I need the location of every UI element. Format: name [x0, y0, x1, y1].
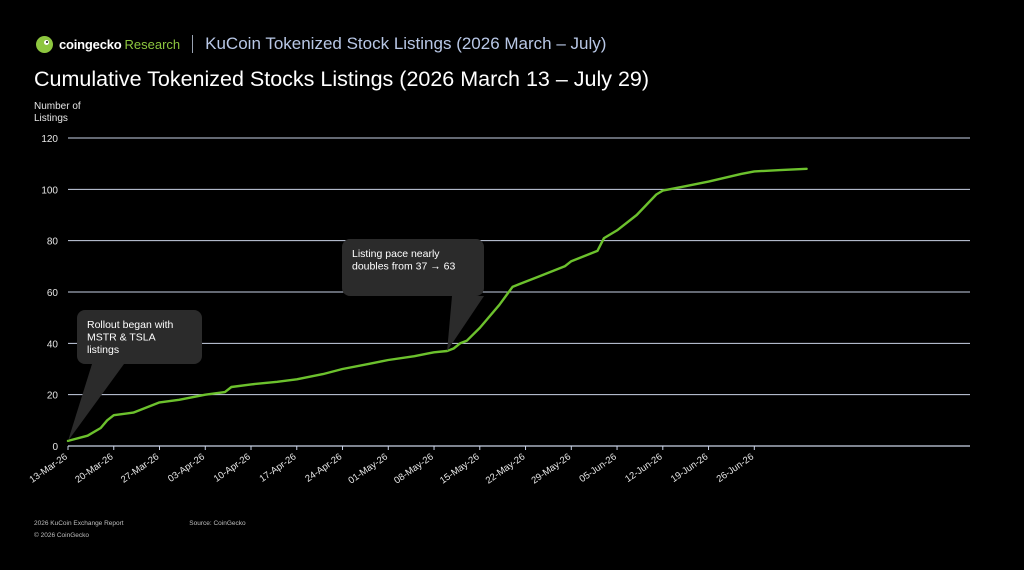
x-tick-label: 17-Apr-26 — [258, 451, 299, 484]
brand-suffix: Research — [124, 36, 181, 52]
x-tick-label: 20-Mar-26 — [73, 451, 115, 485]
header-divider — [192, 35, 194, 53]
data-point — [224, 391, 226, 393]
callout-box — [77, 310, 202, 364]
data-point — [806, 168, 808, 170]
data-point — [466, 340, 468, 342]
x-tick-label: 24-Apr-26 — [303, 451, 344, 484]
data-point — [204, 394, 206, 396]
x-tick-label: 01-May-26 — [346, 451, 390, 486]
footer-report-row: 2026 KuCoin Exchange Report Source: Coin… — [34, 520, 246, 527]
data-point — [250, 383, 252, 385]
footer-copyright: © 2026 CoinGecko — [34, 532, 90, 539]
callout-text: Rollout began with MSTR & TSLA listings — [87, 319, 174, 356]
x-tick-label: 13-Mar-26 — [28, 451, 70, 485]
annotation-callout: Listing pace nearly doubles from 37 → 63 — [342, 239, 484, 351]
data-point — [296, 378, 298, 380]
data-point — [387, 359, 389, 361]
x-tick-label: 03-Apr-26 — [166, 451, 207, 484]
data-point — [596, 250, 599, 252]
chart-title: Cumulative Tokenized Stocks Listings (20… — [34, 67, 650, 91]
data-point — [603, 237, 605, 239]
data-point — [113, 414, 115, 416]
brand-name: coingecko — [59, 36, 122, 52]
y-tick-label: 0 — [52, 442, 58, 453]
data-point — [433, 351, 435, 353]
data-point — [87, 435, 89, 437]
callout-box — [342, 239, 484, 296]
data-point — [322, 373, 324, 375]
coingecko-logo-icon — [36, 35, 53, 53]
x-tick-label: 15-May-26 — [438, 451, 482, 486]
y-tick-label: 20 — [47, 391, 59, 402]
x-tick-label: 26-Jun-26 — [715, 451, 756, 485]
data-point — [753, 170, 755, 172]
annotation-callout: Rollout began with MSTR & TSLA listings — [68, 310, 202, 441]
x-tick-label: 27-Mar-26 — [119, 451, 161, 485]
data-point — [740, 173, 742, 175]
data-point — [459, 342, 461, 344]
y-tick-label: 60 — [47, 288, 59, 299]
data-point — [341, 368, 344, 370]
report-header: coingecko Research KuCoin Tokenized Stoc… — [36, 32, 606, 56]
y-tick-label: 40 — [47, 339, 59, 350]
y-axis-title: Number of Listings — [34, 101, 81, 124]
data-point — [708, 181, 710, 183]
data-point — [616, 229, 618, 231]
data-point — [426, 353, 429, 355]
x-tick-label: 22-May-26 — [484, 451, 528, 486]
x-tick-label: 10-Apr-26 — [212, 451, 253, 484]
data-point — [498, 304, 500, 306]
y-tick-label: 120 — [41, 134, 58, 145]
data-point — [518, 283, 520, 285]
callout-pointer — [447, 296, 484, 351]
callout-text: Listing pace nearly doubles from 37 → 63 — [352, 248, 455, 273]
x-tick-label: 29-May-26 — [529, 451, 573, 486]
callout-pointer — [68, 364, 124, 441]
footer-source: Source: CoinGecko — [189, 520, 246, 527]
data-point — [662, 190, 664, 192]
data-point — [511, 286, 514, 288]
data-point — [106, 419, 108, 421]
data-point — [276, 381, 278, 383]
data-point — [564, 265, 566, 267]
report-title: KuCoin Tokenized Stock Listings (2026 Ma… — [205, 34, 607, 53]
data-point — [570, 260, 572, 262]
data-point — [230, 386, 232, 388]
data-point — [636, 214, 638, 216]
data-point — [158, 401, 161, 403]
x-tick-label: 08-May-26 — [392, 451, 436, 486]
data-point — [132, 412, 134, 414]
x-tick-label: 19-Jun-26 — [669, 451, 710, 485]
data-point — [413, 355, 415, 357]
data-point — [655, 193, 657, 196]
data-point — [681, 186, 684, 188]
x-tick-label: 05-Jun-26 — [577, 451, 618, 485]
data-point — [479, 327, 481, 329]
data-point — [368, 363, 370, 365]
data-point — [381, 360, 383, 362]
x-tick-label: 12-Jun-26 — [623, 451, 664, 485]
data-point — [779, 169, 782, 171]
y-tick-label: 80 — [47, 237, 59, 248]
footer-report: 2026 KuCoin Exchange Report — [34, 520, 124, 527]
data-point — [178, 399, 180, 401]
data-point — [453, 347, 455, 350]
data-point — [100, 427, 102, 429]
y-tick-label: 100 — [41, 185, 58, 196]
data-point — [538, 276, 540, 278]
